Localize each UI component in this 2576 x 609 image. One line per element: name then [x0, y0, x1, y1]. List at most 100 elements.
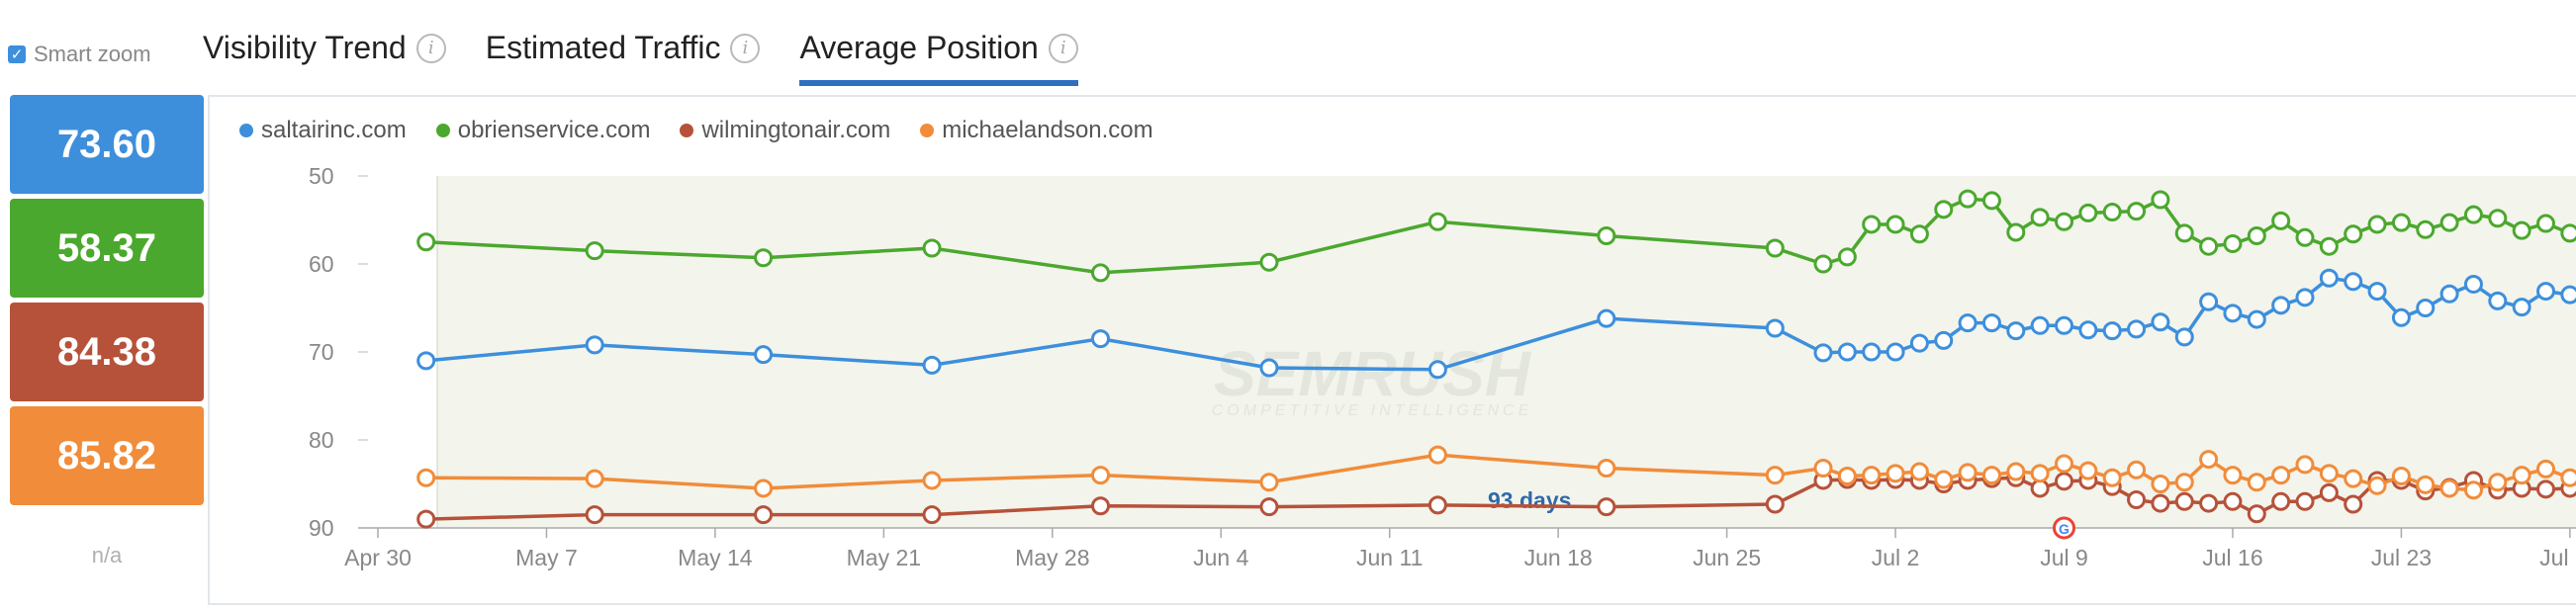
- legend-label: saltairinc.com: [261, 117, 407, 143]
- data-point: [1862, 466, 1882, 485]
- data-point: [2247, 309, 2266, 329]
- data-point: [1813, 343, 1833, 363]
- x-tick-label: May 21: [847, 545, 921, 570]
- chart-legend: saltairinc.com obrienservice.com wilming…: [239, 117, 1153, 144]
- metric-card-wilmingtonair[interactable]: 84.38: [10, 303, 204, 401]
- tab-label: Estimated Traffic: [485, 30, 721, 65]
- legend-item-wilmingtonair[interactable]: wilmingtonair.com: [680, 117, 890, 144]
- data-point: [416, 468, 436, 487]
- data-point: [2560, 468, 2576, 487]
- y-tick-label: 70: [309, 339, 334, 365]
- data-point: [2174, 491, 2194, 511]
- data-point: [2127, 490, 2147, 510]
- data-point: [1909, 333, 1929, 353]
- data-point: [2199, 450, 2219, 470]
- tab-label: Average Position: [799, 30, 1039, 65]
- y-tick-label: 90: [309, 515, 334, 541]
- data-point: [1091, 263, 1110, 283]
- data-point: [2030, 315, 2050, 335]
- tab-average-position[interactable]: Average Position i: [799, 30, 1078, 86]
- data-point: [2271, 296, 2291, 315]
- data-point: [2463, 480, 2483, 500]
- data-point: [1981, 191, 2001, 211]
- data-point: [754, 248, 774, 268]
- data-point: [585, 469, 604, 488]
- data-point: [2247, 473, 2266, 492]
- data-point: [1597, 497, 1616, 517]
- legend-dot: [239, 124, 253, 137]
- info-icon[interactable]: i: [415, 33, 446, 63]
- data-point: [1765, 466, 1785, 485]
- smart-zoom-label: Smart zoom: [34, 42, 151, 66]
- metric-card-michaelandson[interactable]: 85.82: [10, 406, 204, 505]
- data-point: [2416, 475, 2436, 494]
- data-point: [2367, 476, 2387, 495]
- data-point: [2391, 213, 2411, 232]
- data-point: [2174, 223, 2194, 243]
- data-point: [1091, 329, 1110, 349]
- x-tick-label: Jul 23: [2371, 545, 2432, 570]
- tab-visibility-trend[interactable]: Visibility Trend i: [203, 30, 446, 80]
- data-point: [2344, 469, 2363, 488]
- data-point: [922, 238, 942, 258]
- data-point: [2247, 226, 2266, 246]
- x-tick-label: May 28: [1015, 545, 1089, 570]
- data-point: [2319, 464, 2339, 483]
- data-point: [2271, 491, 2291, 511]
- data-point: [1981, 313, 2001, 333]
- tab-estimated-traffic[interactable]: Estimated Traffic i: [486, 30, 761, 80]
- data-point: [1886, 464, 1905, 483]
- data-point: [2512, 298, 2531, 317]
- data-point: [1597, 308, 1616, 328]
- data-point: [1837, 342, 1857, 362]
- x-tick-label: Jul 16: [2202, 545, 2262, 570]
- data-point: [2078, 203, 2098, 222]
- x-tick-label: Jun 25: [1693, 545, 1761, 570]
- tab-label: Visibility Trend: [203, 30, 407, 65]
- data-point: [2078, 461, 2098, 480]
- data-point: [2536, 214, 2555, 233]
- info-icon[interactable]: i: [730, 33, 761, 63]
- data-point: [754, 478, 774, 498]
- legend-item-saltairinc[interactable]: saltairinc.com: [239, 117, 407, 144]
- data-point: [2319, 482, 2339, 502]
- data-point: [2151, 475, 2170, 493]
- data-point: [1259, 497, 1279, 517]
- data-point: [2319, 268, 2339, 288]
- y-tick-label: 50: [309, 163, 334, 189]
- data-point: [2416, 219, 2436, 239]
- legend-dot: [920, 124, 935, 137]
- legend-dot: [435, 124, 450, 137]
- data-point: [2488, 291, 2508, 310]
- google-icon-letter: G: [2059, 521, 2070, 537]
- data-point: [922, 471, 942, 490]
- data-point: [2391, 307, 2411, 327]
- data-point: [2295, 288, 2315, 307]
- legend-dot: [680, 124, 694, 137]
- data-point: [2102, 202, 2122, 221]
- data-point: [416, 232, 436, 252]
- metric-card-saltairinc[interactable]: 73.60: [10, 95, 204, 194]
- chart-panel: SEMRUSH COMPETITIVE INTELLIGENCE 50 60 70 80 9…: [208, 95, 2576, 605]
- data-point: [2030, 478, 2050, 498]
- data-point: [1765, 318, 1785, 338]
- metric-card-obrienservice[interactable]: 58.37: [10, 199, 204, 298]
- x-tick-label: Jul 2: [1872, 545, 1920, 570]
- data-point: [2223, 304, 2243, 323]
- na-label: n/a: [91, 543, 123, 567]
- data-point: [1597, 458, 1616, 478]
- data-point: [2463, 274, 2483, 294]
- legend-item-michaelandson[interactable]: michaelandson.com: [920, 117, 1153, 144]
- info-icon[interactable]: i: [1048, 33, 1078, 63]
- y-tick-label: 60: [309, 251, 334, 277]
- data-point: [1958, 189, 1978, 209]
- x-tick-label: Jun 18: [1524, 545, 1593, 570]
- checkbox-icon[interactable]: ✓: [8, 45, 26, 63]
- x-tick-label: Apr 30: [344, 545, 412, 570]
- legend-item-obrienservice[interactable]: obrienservice.com: [435, 117, 650, 144]
- smart-zoom-toggle[interactable]: ✓ Smart zoom: [8, 42, 151, 67]
- x-tick-label: Jul 9: [2040, 545, 2088, 570]
- data-point: [2151, 312, 2170, 332]
- data-point: [2174, 327, 2194, 347]
